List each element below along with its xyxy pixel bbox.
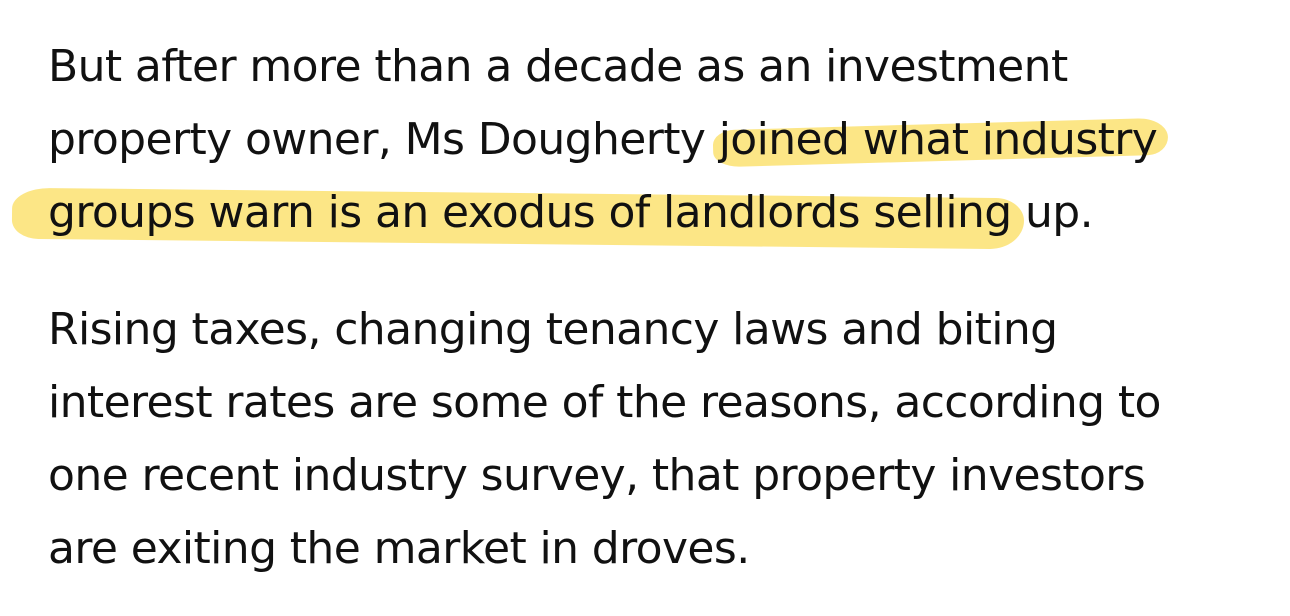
paragraph-2-line-3: one recent industry survey, that propert… [48, 450, 1146, 501]
paragraph-2-line-1: Rising taxes, changing tenancy laws and … [48, 304, 1058, 355]
paragraph-1-line-2-start: property owner, Ms Dougherty [48, 114, 719, 165]
paragraph-2-line-2: interest rates are some of the reasons, … [48, 377, 1161, 428]
highlighted-text-1: joined what industry [718, 114, 1158, 165]
paragraph-2: Rising taxes, changing tenancy laws and … [48, 293, 1268, 585]
paragraph-1: But after more than a decade as an inves… [48, 30, 1268, 249]
highlighted-text-2: groups warn is an exodus of landlords se… [48, 187, 1012, 238]
paragraph-2-line-4: are exiting the market in droves. [48, 523, 750, 574]
article-body: But after more than a decade as an inves… [48, 30, 1268, 585]
paragraph-1-line-3-end: up. [1011, 187, 1094, 238]
paragraph-1-line-1: But after more than a decade as an inves… [48, 41, 1068, 92]
